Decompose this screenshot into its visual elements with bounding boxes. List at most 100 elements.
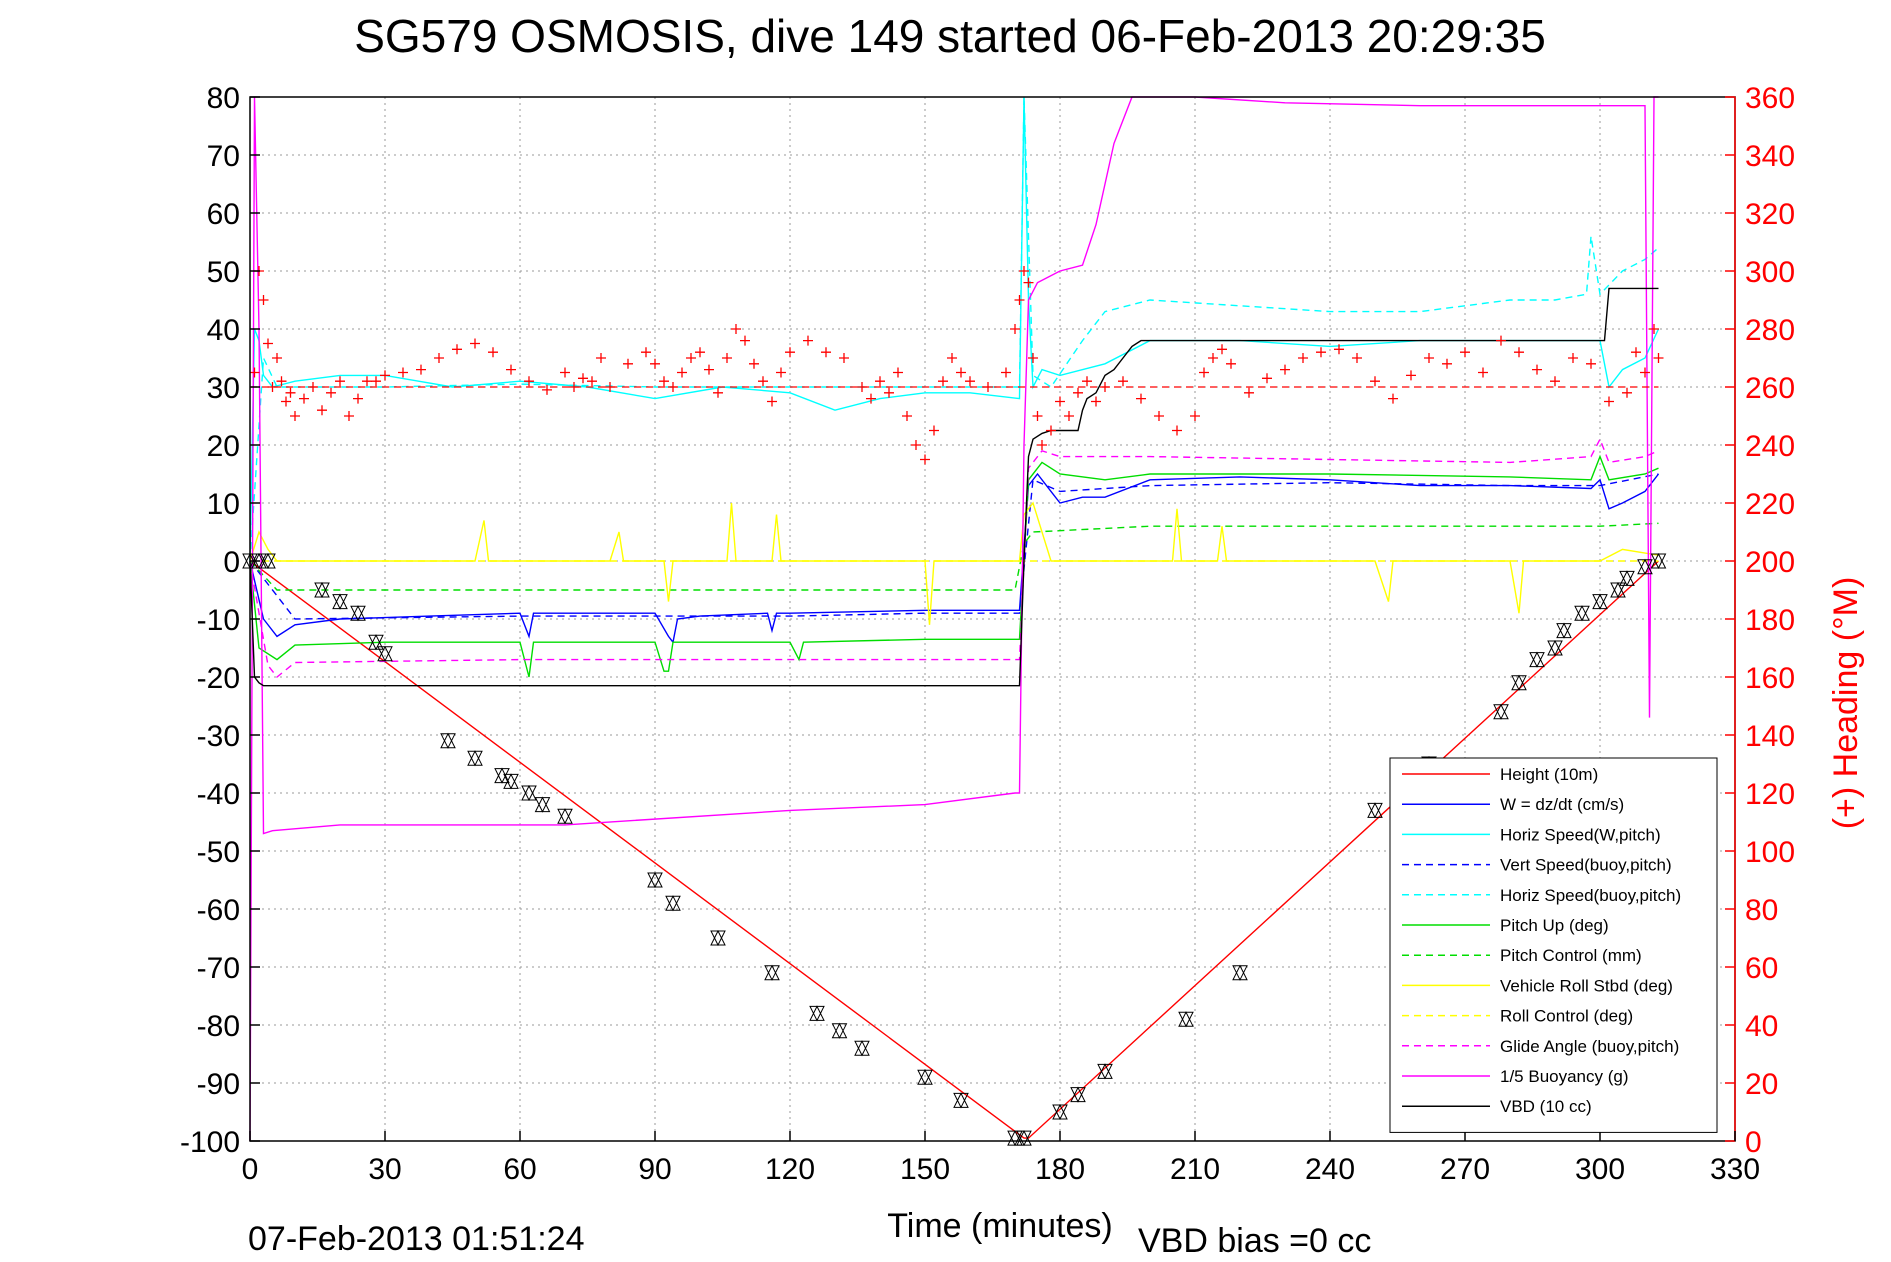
height-marker	[1511, 674, 1527, 691]
heading-point	[1424, 353, 1434, 363]
height-marker	[521, 784, 537, 802]
heading-point	[1208, 353, 1218, 363]
heading-point	[1082, 376, 1092, 387]
heading-point	[1460, 347, 1470, 358]
heading-point	[1370, 376, 1380, 387]
x-tick-label: 240	[1305, 1153, 1355, 1186]
legend: Height (10m) W = dz/dt (cm/s) Horiz Speed(…	[1389, 757, 1718, 1133]
left-tick-label: -60	[197, 894, 240, 927]
heading-point	[740, 335, 750, 346]
heading-point	[1014, 295, 1025, 305]
heading-point	[276, 376, 287, 387]
right-tick-label: 160	[1745, 662, 1795, 695]
heading-point	[650, 358, 660, 369]
heading-point	[308, 382, 318, 392]
legend-entry: 1/5 Buoyancy (g)	[1500, 1067, 1629, 1086]
series-horiz_buoy	[249, 96, 1659, 562]
heading-point	[1028, 353, 1038, 363]
left-tick-label: -90	[197, 1068, 240, 1101]
right-tick-label: 80	[1745, 894, 1778, 927]
heading-point	[452, 344, 462, 355]
height-marker	[1070, 1086, 1086, 1103]
heading-point	[344, 411, 354, 421]
heading-point	[1064, 411, 1074, 421]
heading-point	[722, 353, 732, 363]
left-tick-label: -20	[197, 662, 240, 695]
height-marker	[440, 732, 456, 749]
height-marker	[350, 605, 366, 622]
heading-point	[560, 367, 570, 378]
x-tick-label: 300	[1575, 1153, 1625, 1186]
heading-point	[335, 376, 345, 387]
height-marker	[260, 552, 276, 570]
right-tick-label: 300	[1745, 256, 1795, 289]
left-tick-label: -80	[197, 1010, 240, 1043]
height-marker	[494, 767, 510, 784]
heading-point	[587, 376, 597, 387]
heading-point	[884, 387, 894, 398]
heading-point	[1532, 364, 1542, 375]
heading-point	[695, 347, 705, 358]
series-pitch_control	[249, 522, 1659, 591]
heading-point	[704, 364, 714, 375]
series-lines	[249, 96, 1660, 1142]
heading-point	[1496, 335, 1506, 346]
height-marker	[831, 1022, 848, 1039]
heading-point	[776, 367, 786, 378]
left-tick-label: -10	[197, 604, 240, 637]
x-axis-label: Time (minutes)	[887, 1207, 1112, 1245]
heading-point	[416, 364, 426, 375]
height-marker	[503, 773, 519, 790]
series-height	[249, 560, 1659, 1139]
legend-box	[1389, 757, 1718, 1133]
x-tick-label: 90	[638, 1153, 671, 1186]
heading-point	[839, 353, 849, 363]
heading-point	[659, 376, 669, 387]
heading-point	[470, 338, 480, 349]
right-tick-label: 320	[1745, 198, 1795, 231]
height-marker	[332, 593, 348, 610]
heading-point	[1622, 387, 1632, 398]
heading-point	[267, 382, 278, 392]
height-marker	[647, 871, 663, 889]
heading-point	[731, 324, 741, 334]
right-tick-label: 220	[1745, 488, 1795, 521]
x-tick-label: 150	[900, 1153, 950, 1186]
heading-point	[596, 353, 606, 363]
heading-point	[1055, 396, 1065, 407]
legend-entry: Roll Control (deg)	[1500, 1007, 1633, 1026]
series-glide_angle	[249, 437, 1659, 678]
height-marker	[1592, 593, 1608, 610]
heading-point	[947, 353, 957, 363]
heading-point	[263, 338, 273, 349]
heading-point	[317, 405, 327, 416]
heading-point	[1154, 411, 1164, 421]
heading-point	[929, 425, 939, 436]
heading-point	[1217, 344, 1227, 355]
heading-point	[578, 373, 588, 384]
heading-point	[434, 353, 444, 363]
heading-point	[866, 393, 876, 404]
heading-point	[857, 382, 867, 392]
height-marker	[1367, 802, 1383, 819]
heading-point	[258, 295, 269, 305]
heading-point	[749, 358, 759, 369]
height-marker	[1052, 1103, 1068, 1121]
series-buoyancy	[249, 96, 1659, 1142]
left-tick-label: 30	[207, 372, 240, 405]
heading-point	[1226, 358, 1236, 369]
right-tick-label: 100	[1745, 836, 1795, 869]
heading-point	[569, 382, 579, 392]
height-marker	[1556, 622, 1572, 639]
height-marker	[314, 581, 330, 599]
heading-point	[713, 387, 723, 398]
series-roll	[249, 501, 1659, 625]
heading-point	[1388, 393, 1398, 404]
left-tick-label: 0	[223, 546, 240, 579]
heading-point	[1091, 396, 1101, 407]
series-vert_buoy	[249, 473, 1659, 620]
heading-point	[524, 376, 534, 387]
heading-point	[1604, 396, 1614, 407]
heading-point	[1190, 411, 1200, 421]
height-marker	[665, 895, 681, 912]
